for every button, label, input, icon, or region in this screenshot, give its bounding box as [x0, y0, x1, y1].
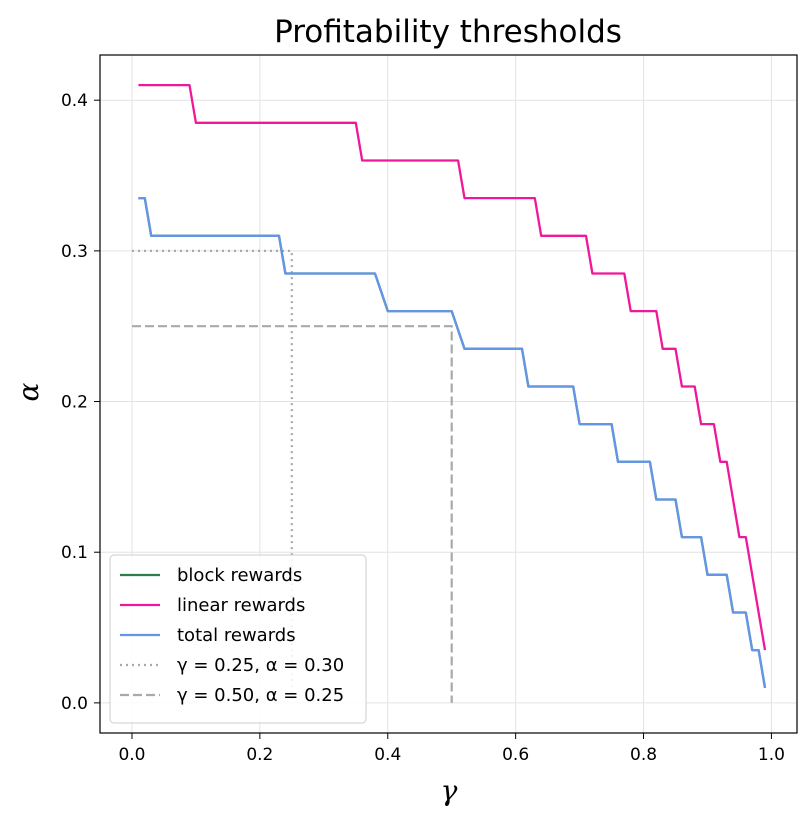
x-tick-label: 0.4 — [374, 745, 401, 765]
legend: block rewards linear rewards total rewards… — [109, 554, 367, 724]
x-tick-label: 1.0 — [758, 745, 785, 765]
series-line — [138, 83, 767, 651]
y-ticks: 0.0 0.1 0.2 0.3 0.4 — [61, 91, 100, 714]
y-tick-label: 0.1 — [61, 543, 88, 563]
legend-box — [109, 554, 367, 724]
chart-title: Profitability thresholds — [274, 14, 622, 50]
reference-line — [132, 325, 453, 703]
y-axis-label: α — [12, 382, 45, 401]
series-lines — [138, 83, 767, 688]
x-tick-label: 0.8 — [630, 745, 657, 765]
y-tick-label: 0.0 — [61, 694, 88, 714]
x-tick-label: 0.2 — [246, 745, 273, 765]
y-tick-label: 0.2 — [61, 393, 88, 413]
x-ticks: 0.0 0.2 0.4 0.6 0.8 1.0 — [118, 733, 785, 765]
legend-label: block rewards — [177, 565, 302, 586]
series-line — [138, 196, 767, 688]
legend-label: γ = 0.50, α = 0.25 — [177, 685, 344, 706]
y-tick-label: 0.4 — [61, 91, 88, 111]
x-tick-label: 0.6 — [502, 745, 529, 765]
legend-label: total rewards — [177, 625, 296, 646]
plot-frame — [99, 54, 798, 734]
legend-label: linear rewards — [177, 595, 305, 616]
reference-lines — [132, 249, 453, 703]
y-tick-label: 0.3 — [61, 242, 88, 262]
x-tick-label: 0.0 — [118, 745, 145, 765]
x-axis-label: γ — [441, 774, 458, 807]
legend-label: γ = 0.25, α = 0.30 — [177, 655, 344, 676]
